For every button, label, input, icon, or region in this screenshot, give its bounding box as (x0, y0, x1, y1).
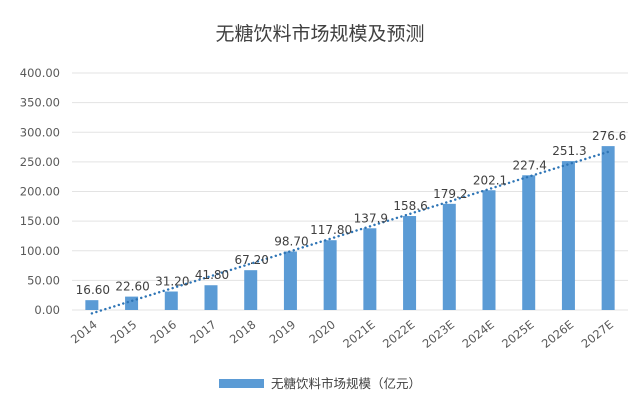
x-tick-label: 2014 (68, 317, 100, 346)
x-tick-label: 2025E (499, 317, 536, 351)
chart-title: 无糖饮料市场规模及预测 (215, 23, 424, 45)
data-label: 158.6 (393, 199, 427, 213)
bar (244, 270, 258, 310)
bar (283, 251, 297, 310)
data-label: 276.6 (592, 129, 626, 143)
data-label: 98.70 (274, 235, 308, 249)
data-label: 41.80 (195, 268, 229, 282)
x-tick-label: 2019 (267, 317, 299, 346)
y-tick-label: 50.00 (27, 273, 60, 287)
data-label: 202.1 (473, 173, 507, 187)
data-label: 31.20 (155, 275, 189, 289)
x-axis-ticks: 2014 2015 2016 2017 2018 2019 2020 2021E 2022E 20… (68, 317, 616, 351)
bar (482, 190, 496, 310)
x-tick-label: 2016 (147, 317, 179, 346)
y-tick-label: 200.00 (20, 185, 60, 199)
data-label: 251.3 (552, 144, 586, 158)
y-tick-label: 100.00 (20, 244, 60, 258)
data-labels: 16.60 22.60 31.20 41.80 67.20 98.70117.80137.… (76, 129, 627, 297)
bar (403, 216, 417, 310)
x-tick-label: 2022E (380, 317, 417, 351)
bar (204, 285, 218, 310)
x-tick-label: 2017 (187, 317, 219, 346)
x-tick-label: 2015 (108, 317, 140, 346)
bar (164, 291, 178, 310)
y-tick-label: 350.00 (20, 96, 60, 110)
x-tick-label: 2018 (227, 317, 259, 346)
bar (85, 300, 99, 310)
bar (323, 240, 337, 310)
x-tick-label: 2024E (459, 317, 496, 351)
data-label: 179.2 (433, 187, 467, 201)
x-tick-label: 2020 (306, 317, 338, 346)
data-label: 22.60 (115, 280, 149, 294)
bar (363, 228, 377, 310)
bars (85, 146, 615, 310)
bar (601, 146, 615, 310)
y-tick-label: 400.00 (20, 66, 60, 80)
data-label: 227.4 (513, 158, 547, 172)
trendline-group (90, 150, 610, 315)
gridlines (72, 72, 628, 311)
bar (442, 203, 456, 310)
data-label: 16.60 (76, 283, 110, 297)
x-tick-label: 2026E (539, 317, 576, 351)
x-tick-label: 2027E (579, 317, 616, 351)
data-label: 67.20 (235, 253, 269, 267)
legend: 无糖饮料市场规模（亿元） (219, 376, 421, 391)
y-axis-ticks: 0.00 50.00 100.00 150.00 200.00 250.00 300.00 3… (20, 66, 60, 317)
bar (561, 161, 575, 310)
y-tick-label: 300.00 (20, 125, 60, 139)
x-tick-label: 2021E (340, 317, 377, 351)
y-tick-label: 250.00 (20, 155, 60, 169)
trendline (90, 150, 610, 315)
x-tick-label: 2023E (420, 317, 457, 351)
y-tick-label: 0.00 (34, 303, 60, 317)
legend-swatch (219, 379, 264, 388)
data-label: 117.80 (310, 223, 352, 237)
legend-label: 无糖饮料市场规模（亿元） (271, 376, 421, 391)
data-label: 137.9 (354, 211, 388, 225)
bar (125, 296, 139, 310)
bar (522, 175, 536, 310)
y-tick-label: 150.00 (20, 214, 60, 228)
